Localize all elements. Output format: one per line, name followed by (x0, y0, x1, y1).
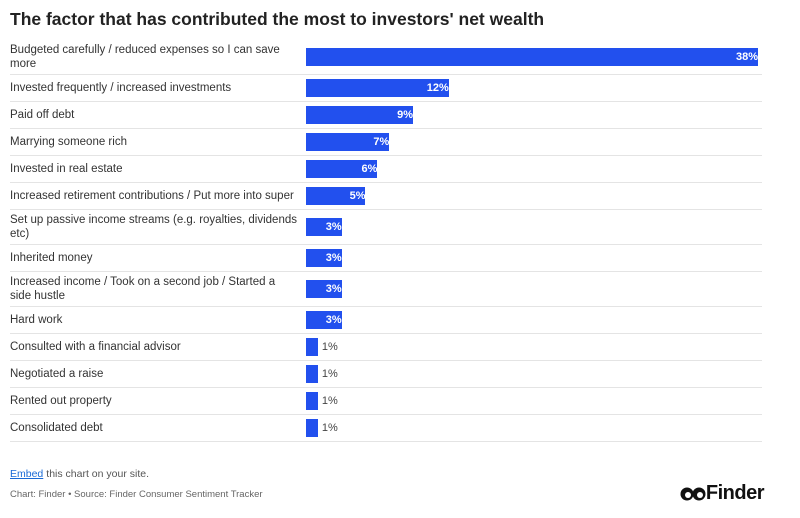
category-label: Rented out property (10, 395, 112, 407)
category-label: Set up passive income streams (e.g. roya… (10, 214, 297, 240)
category-label: Increased income / Took on a second job … (10, 276, 276, 302)
bar-area: 38% (306, 48, 762, 66)
bar (306, 218, 342, 236)
bar (306, 160, 378, 178)
value-label: 6% (361, 163, 378, 175)
bar-area: 5% (306, 187, 762, 205)
bar-row: Increased income / Took on a second job … (10, 272, 762, 307)
category-label: Invested frequently / increased investme… (10, 82, 232, 94)
category-label: Paid off debt (10, 109, 75, 121)
logo-text: Finder (705, 482, 765, 504)
bar-area: 1% (306, 365, 762, 383)
bar (306, 419, 318, 437)
value-label: 1% (321, 395, 338, 407)
logo: Finder (680, 482, 765, 505)
value-label: 3% (325, 283, 342, 295)
bar-row: Set up passive income streams (e.g. roya… (10, 210, 762, 245)
bar-area: 3% (306, 218, 762, 236)
bar-area: 3% (306, 249, 762, 267)
bar (306, 133, 390, 151)
chart-title: The factor that has contributed the most… (10, 9, 545, 29)
bar-row: Inherited money 3% (10, 245, 762, 272)
category-label: Increased retirement contributions / Put… (10, 190, 294, 202)
category-label: Consulted with a financial advisor (10, 341, 181, 353)
value-label: 1% (321, 422, 338, 434)
bar (306, 338, 318, 356)
bar (306, 187, 366, 205)
bar-area: 9% (306, 106, 762, 124)
bar-area: 1% (306, 338, 762, 356)
logo-icon (680, 487, 706, 500)
category-label: Budgeted carefully / reduced expenses so… (10, 44, 280, 70)
bar (306, 79, 449, 97)
bar-row: Marrying someone rich 7% (10, 129, 762, 156)
value-label: 5% (349, 190, 366, 202)
bar-row: Invested in real estate 6% (10, 156, 762, 183)
category-label: Invested in real estate (10, 163, 123, 175)
bar-row: Increased retirement contributions / Put… (10, 183, 762, 210)
category-label: Hard work (10, 314, 63, 326)
source-note: Chart: Finder • Source: Finder Consumer … (10, 489, 263, 500)
value-label: 7% (373, 136, 390, 148)
category-label: Inherited money (10, 252, 93, 264)
value-label: 12% (426, 82, 449, 94)
bar-area: 6% (306, 160, 762, 178)
bar (306, 249, 342, 267)
bar-row: Negotiated a raise 1% (10, 361, 762, 388)
bar-area: 1% (306, 419, 762, 437)
bar-row: Invested frequently / increased investme… (10, 75, 762, 102)
category-label: Consolidated debt (10, 422, 103, 434)
bar-area: 3% (306, 280, 762, 298)
value-label: 3% (325, 221, 342, 233)
bar (306, 280, 342, 298)
bar-list: Budgeted carefully / reduced expenses so… (10, 40, 762, 442)
embed-line: Embed this chart on your site. (10, 468, 149, 480)
bar-row: Consolidated debt 1% (10, 415, 762, 442)
bar-row: Budgeted carefully / reduced expenses so… (10, 40, 762, 75)
bar-row: Rented out property 1% (10, 388, 762, 415)
bar (306, 48, 758, 66)
bar-area: 7% (306, 133, 762, 151)
value-label: 1% (321, 368, 338, 380)
bar-row: Hard work 3% (10, 307, 762, 334)
value-label: 3% (325, 314, 342, 326)
embed-text: this chart on your site. (46, 468, 149, 480)
bar (306, 392, 318, 410)
bar (306, 311, 342, 329)
embed-link[interactable]: Embed (10, 468, 44, 480)
category-label: Marrying someone rich (10, 136, 127, 148)
bar-area: 1% (306, 392, 762, 410)
bar-area: 3% (306, 311, 762, 329)
value-label: 9% (397, 109, 414, 121)
value-label: 1% (321, 341, 338, 353)
value-label: 3% (325, 252, 342, 264)
category-label: Negotiated a raise (10, 368, 104, 380)
value-label: 38% (735, 51, 758, 63)
bar (306, 106, 414, 124)
bar (306, 365, 318, 383)
bar-row: Paid off debt 9% (10, 102, 762, 129)
bar-area: 12% (306, 79, 762, 97)
bar-row: Consulted with a financial advisor 1% (10, 334, 762, 361)
